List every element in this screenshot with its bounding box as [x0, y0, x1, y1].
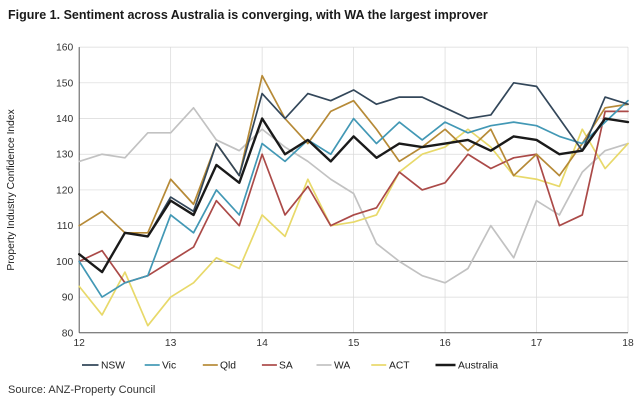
svg-text:17: 17 — [531, 338, 543, 349]
svg-text:ACT: ACT — [389, 361, 410, 372]
svg-text:13: 13 — [165, 338, 177, 349]
svg-text:12: 12 — [73, 338, 85, 349]
svg-text:110: 110 — [57, 221, 74, 232]
svg-text:90: 90 — [62, 293, 74, 304]
svg-text:Qld: Qld — [220, 361, 236, 372]
svg-text:150: 150 — [56, 78, 73, 89]
svg-text:140: 140 — [56, 114, 73, 125]
svg-text:15: 15 — [348, 338, 360, 349]
svg-text:16: 16 — [439, 338, 451, 349]
svg-text:14: 14 — [256, 338, 268, 349]
svg-text:SA: SA — [279, 361, 293, 372]
svg-text:Australia: Australia — [458, 361, 498, 372]
svg-text:80: 80 — [62, 328, 74, 339]
svg-text:130: 130 — [56, 150, 73, 161]
svg-text:NSW: NSW — [101, 361, 125, 372]
svg-text:18: 18 — [622, 338, 634, 349]
svg-text:120: 120 — [56, 185, 73, 196]
svg-text:WA: WA — [334, 361, 350, 372]
svg-text:160: 160 — [56, 43, 73, 54]
svg-text:Property Industry Confidence I: Property Industry Confidence Index — [6, 108, 17, 270]
svg-text:100: 100 — [56, 257, 73, 268]
svg-text:Vic: Vic — [162, 361, 176, 372]
